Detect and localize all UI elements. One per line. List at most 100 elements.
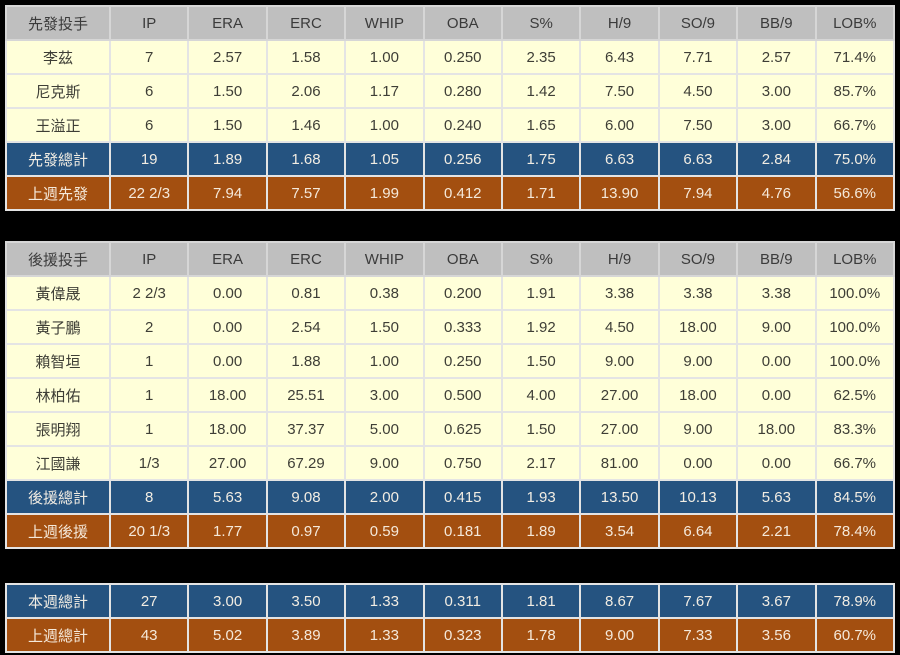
starters-table: 先發投手 IP ERA ERC WHIP OBA S% H/9 SO/9 BB/9 LOB% 李茲 7 2… bbox=[5, 5, 896, 211]
relievers-table: 後援投手 IP ERA ERC WHIP OBA S% H/9 SO/9 BB/9 LOB% 黃偉晟 2… bbox=[5, 241, 896, 549]
stat-cell: 0.240 bbox=[422, 107, 503, 143]
stat-cell: 66.7% bbox=[814, 107, 896, 143]
stat-cell: 7.67 bbox=[657, 583, 739, 619]
stat-cell: 1.78 bbox=[500, 617, 582, 653]
stat-cell: 0.00 bbox=[736, 343, 817, 379]
column-header: BB/9 bbox=[736, 241, 817, 277]
stat-cell: 6.43 bbox=[579, 39, 660, 75]
stat-cell: 100.0% bbox=[814, 275, 896, 311]
stat-cell: 100.0% bbox=[814, 343, 896, 379]
column-header: SO/9 bbox=[657, 241, 739, 277]
stat-cell: 0.625 bbox=[422, 411, 503, 447]
stat-cell: 0.181 bbox=[422, 513, 503, 549]
column-header: S% bbox=[500, 241, 582, 277]
stat-cell: 71.4% bbox=[814, 39, 896, 75]
stat-cell: 18.00 bbox=[657, 309, 739, 345]
stat-cell: 0.333 bbox=[422, 309, 503, 345]
stat-cell: 1.99 bbox=[344, 175, 425, 211]
weekly-summary-section: 本週總計 27 3.00 3.50 1.33 0.311 1.81 8.67 7.67 3.67 7… bbox=[5, 583, 896, 653]
stat-cell: 9.00 bbox=[579, 617, 660, 653]
stat-cell: 9.00 bbox=[657, 411, 739, 447]
column-header: LOB% bbox=[814, 241, 896, 277]
stat-cell: 84.5% bbox=[814, 479, 896, 515]
weekly-summary-table: 本週總計 27 3.00 3.50 1.33 0.311 1.81 8.67 7.67 3.67 7… bbox=[5, 583, 896, 653]
stat-cell: 3.50 bbox=[265, 583, 347, 619]
stat-cell: 27.00 bbox=[187, 445, 268, 481]
stat-cell: 1.05 bbox=[344, 141, 425, 177]
stat-cell: 3.00 bbox=[344, 377, 425, 413]
header-row: 先發投手 IP ERA ERC WHIP OBA S% H/9 SO/9 BB/9 LOB% bbox=[5, 5, 896, 41]
stat-cell: 7.94 bbox=[657, 175, 739, 211]
stat-cell: 2 2/3 bbox=[108, 275, 190, 311]
stat-cell: 3.38 bbox=[736, 275, 817, 311]
starters-section: 先發投手 IP ERA ERC WHIP OBA S% H/9 SO/9 BB/9 LOB% 李茲 7 2… bbox=[5, 5, 896, 211]
table-title-header: 先發投手 bbox=[5, 5, 111, 41]
stat-cell: 0.00 bbox=[736, 377, 817, 413]
stat-cell: 1.93 bbox=[500, 479, 582, 515]
stat-cell: 1.50 bbox=[344, 309, 425, 345]
column-header: SO/9 bbox=[657, 5, 739, 41]
stat-cell: 4.00 bbox=[500, 377, 582, 413]
stat-cell: 0.250 bbox=[422, 39, 503, 75]
stat-cell: 3.00 bbox=[187, 583, 268, 619]
stat-cell: 1.42 bbox=[500, 73, 582, 109]
stat-cell: 1 bbox=[108, 411, 190, 447]
stat-cell: 0.00 bbox=[736, 445, 817, 481]
stat-cell: 1.00 bbox=[344, 343, 425, 379]
stat-cell: 5.63 bbox=[187, 479, 268, 515]
stat-cell: 62.5% bbox=[814, 377, 896, 413]
stat-cell: 7.57 bbox=[265, 175, 347, 211]
column-header: OBA bbox=[422, 241, 503, 277]
row-label: 後援總計 bbox=[5, 479, 111, 515]
table-row: 先發總計 19 1.89 1.68 1.05 0.256 1.75 6.63 6.63 2.84 7… bbox=[5, 141, 896, 177]
stat-cell: 1.71 bbox=[500, 175, 582, 211]
stat-cell: 9.00 bbox=[736, 309, 817, 345]
stat-cell: 2 bbox=[108, 309, 190, 345]
stat-cell: 1.33 bbox=[344, 583, 425, 619]
column-header: WHIP bbox=[344, 5, 425, 41]
row-label: 王溢正 bbox=[5, 107, 111, 143]
column-header: OBA bbox=[422, 5, 503, 41]
stat-cell: 85.7% bbox=[814, 73, 896, 109]
stat-cell: 7.50 bbox=[657, 107, 739, 143]
row-label: 上週總計 bbox=[5, 617, 111, 653]
stat-cell: 66.7% bbox=[814, 445, 896, 481]
column-header: BB/9 bbox=[736, 5, 817, 41]
stat-cell: 5.02 bbox=[187, 617, 268, 653]
stat-cell: 9.00 bbox=[657, 343, 739, 379]
stat-cell: 0.323 bbox=[422, 617, 503, 653]
stat-cell: 6.64 bbox=[657, 513, 739, 549]
stat-cell: 6.00 bbox=[579, 107, 660, 143]
column-header: LOB% bbox=[814, 5, 896, 41]
column-header: H/9 bbox=[579, 241, 660, 277]
stat-cell: 1 bbox=[108, 377, 190, 413]
row-label: 李茲 bbox=[5, 39, 111, 75]
column-header: H/9 bbox=[579, 5, 660, 41]
stat-cell: 0.00 bbox=[187, 275, 268, 311]
stat-cell: 3.00 bbox=[736, 107, 817, 143]
stat-cell: 0.81 bbox=[265, 275, 347, 311]
stat-cell: 78.4% bbox=[814, 513, 896, 549]
stat-cell: 0.97 bbox=[265, 513, 347, 549]
stat-cell: 22 2/3 bbox=[108, 175, 190, 211]
stat-cell: 2.06 bbox=[265, 73, 347, 109]
row-label: 黃偉晟 bbox=[5, 275, 111, 311]
stat-cell: 2.35 bbox=[500, 39, 582, 75]
stat-cell: 3.67 bbox=[736, 583, 817, 619]
table-row: 本週總計 27 3.00 3.50 1.33 0.311 1.81 8.67 7.67 3.67 7… bbox=[5, 583, 896, 619]
stat-cell: 0.256 bbox=[422, 141, 503, 177]
stat-cell: 7.50 bbox=[579, 73, 660, 109]
stat-cell: 27.00 bbox=[579, 377, 660, 413]
stat-cell: 3.56 bbox=[736, 617, 817, 653]
stat-cell: 18.00 bbox=[187, 411, 268, 447]
stat-cell: 100.0% bbox=[814, 309, 896, 345]
stat-cell: 75.0% bbox=[814, 141, 896, 177]
stat-cell: 0.250 bbox=[422, 343, 503, 379]
table-row: 王溢正 6 1.50 1.46 1.00 0.240 1.65 6.00 7.50 3.00 66.… bbox=[5, 107, 896, 143]
stat-cell: 3.38 bbox=[579, 275, 660, 311]
stat-cell: 7 bbox=[108, 39, 190, 75]
row-label: 賴智垣 bbox=[5, 343, 111, 379]
stat-cell: 37.37 bbox=[265, 411, 347, 447]
header-row: 後援投手 IP ERA ERC WHIP OBA S% H/9 SO/9 BB/9 LOB% bbox=[5, 241, 896, 277]
